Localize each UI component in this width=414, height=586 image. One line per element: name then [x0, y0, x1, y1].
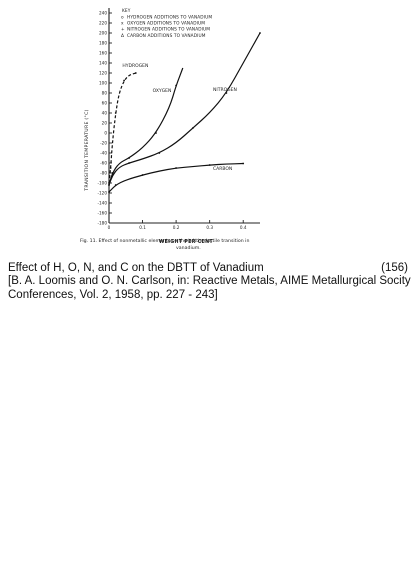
figure-caption: Fig. 11. Effect of nonmetallic elements …: [80, 238, 249, 251]
data-point: [128, 162, 131, 164]
citation-line-2: Conferences, Vol. 2, 1958, pp. 227 - 243…: [8, 288, 218, 301]
y-tick-label: 80: [102, 90, 108, 95]
key-label: CARBON ADDITIONS TO VANADIUM: [127, 33, 206, 39]
data-point: [158, 152, 161, 154]
y-tick-label: 140: [99, 60, 107, 65]
key-symbol: Δ: [121, 33, 124, 39]
data-point: [175, 167, 178, 169]
slide-title: Effect of H, O, N, and C on the DBTT of …: [8, 262, 264, 274]
chart-axes: [108, 8, 260, 224]
y-tick-label: 240: [99, 10, 107, 15]
y-tick-label: 200: [99, 30, 107, 35]
y-tick-label: -120: [97, 190, 107, 195]
key-label: HYDROGEN ADDITIONS TO VANADIUM: [127, 15, 212, 21]
data-point: [128, 157, 131, 159]
y-tick-label: 0: [104, 130, 107, 135]
data-point: [114, 184, 117, 186]
series-label-nitrogen: NITROGEN: [213, 87, 237, 93]
y-tick-label: 60: [102, 100, 108, 105]
y-tick-label: -160: [97, 210, 107, 215]
key-symbol: o: [121, 16, 124, 21]
data-point: [192, 127, 194, 129]
data-point: [108, 191, 110, 193]
y-tick-label: 100: [99, 80, 107, 85]
y-tick-label: 180: [99, 40, 107, 45]
y-tick-label: 20: [102, 120, 108, 125]
data-point: [175, 84, 178, 87]
slide-text: Effect of H, O, N, and C on the DBTT of …: [8, 262, 411, 302]
key-symbol: +: [121, 27, 125, 33]
x-tick-label: 0.2: [173, 225, 180, 230]
reference-number: (156): [381, 262, 408, 274]
data-point: [141, 174, 144, 176]
key-symbol: x: [121, 22, 124, 27]
x-tick-label: 0.4: [240, 225, 247, 230]
y-axis-label: TRANSITION TEMPERATURE (°C): [84, 109, 90, 191]
key-label: NITROGEN ADDITIONS TO VANADIUM: [127, 27, 210, 33]
y-tick-label: 120: [99, 70, 107, 75]
x-tick-label: 0: [108, 225, 111, 230]
figure-caption-line-1: Fig. 11. Effect of nonmetallic elements …: [80, 238, 249, 244]
series-label-oxygen: OXYGEN: [153, 88, 172, 94]
x-axis-label: WEIGHT PER CENT: [159, 239, 213, 245]
data-point: [109, 167, 112, 169]
series-line-hydrogen: [108, 72, 136, 184]
x-tick-label: 0.1: [139, 225, 146, 230]
y-tick-label: 220: [99, 20, 107, 25]
key-label: OXYGEN ADDITIONS TO VANADIUM: [127, 21, 205, 27]
data-point: [242, 162, 245, 165]
y-tick-label: 40: [102, 110, 108, 115]
y-tick-label: 160: [99, 50, 107, 55]
y-tick-label: -40: [100, 150, 107, 155]
data-point: [134, 72, 137, 74]
y-ticks: -180 -160 -140 -120 -100 -80 -60 -40 -20 0 20 40 60 8…: [97, 10, 112, 225]
series-label-carbon: CARBON: [213, 166, 232, 172]
figure-caption-line-2: vanadium.: [176, 245, 201, 251]
y-tick-label: -80: [100, 170, 107, 175]
x-ticks: 0 0.1 0.2 0.3 0.4: [108, 220, 247, 230]
x-tick-label: 0.3: [206, 225, 213, 230]
data-point: [225, 92, 228, 94]
data-point: [259, 32, 261, 34]
y-tick-label: -20: [100, 140, 107, 145]
y-tick-label: -140: [97, 200, 107, 205]
data-point: [123, 79, 125, 82]
y-tick-label: -100: [97, 180, 107, 185]
series-labels: HYDROGEN OXYGEN NITROGEN CARBON: [122, 63, 236, 172]
slide-title-row: Effect of H, O, N, and C on the DBTT of …: [8, 262, 408, 275]
y-tick-label: -180: [97, 220, 107, 225]
citation-line-1: [B. A. Loomis and O. N. Carlson, in: Rea…: [8, 275, 411, 288]
y-tick-label: -60: [100, 160, 107, 165]
key-title: KEY: [122, 8, 131, 14]
data-point: [208, 164, 211, 166]
data-point: [155, 132, 157, 134]
data-point: [111, 172, 114, 174]
series-label-hydrogen: HYDROGEN: [122, 63, 148, 69]
data-point: [111, 174, 114, 177]
chart-series: [108, 32, 261, 193]
data-point: [114, 112, 117, 114]
data-point: [108, 184, 110, 186]
series-line-nitrogen: [108, 32, 261, 186]
